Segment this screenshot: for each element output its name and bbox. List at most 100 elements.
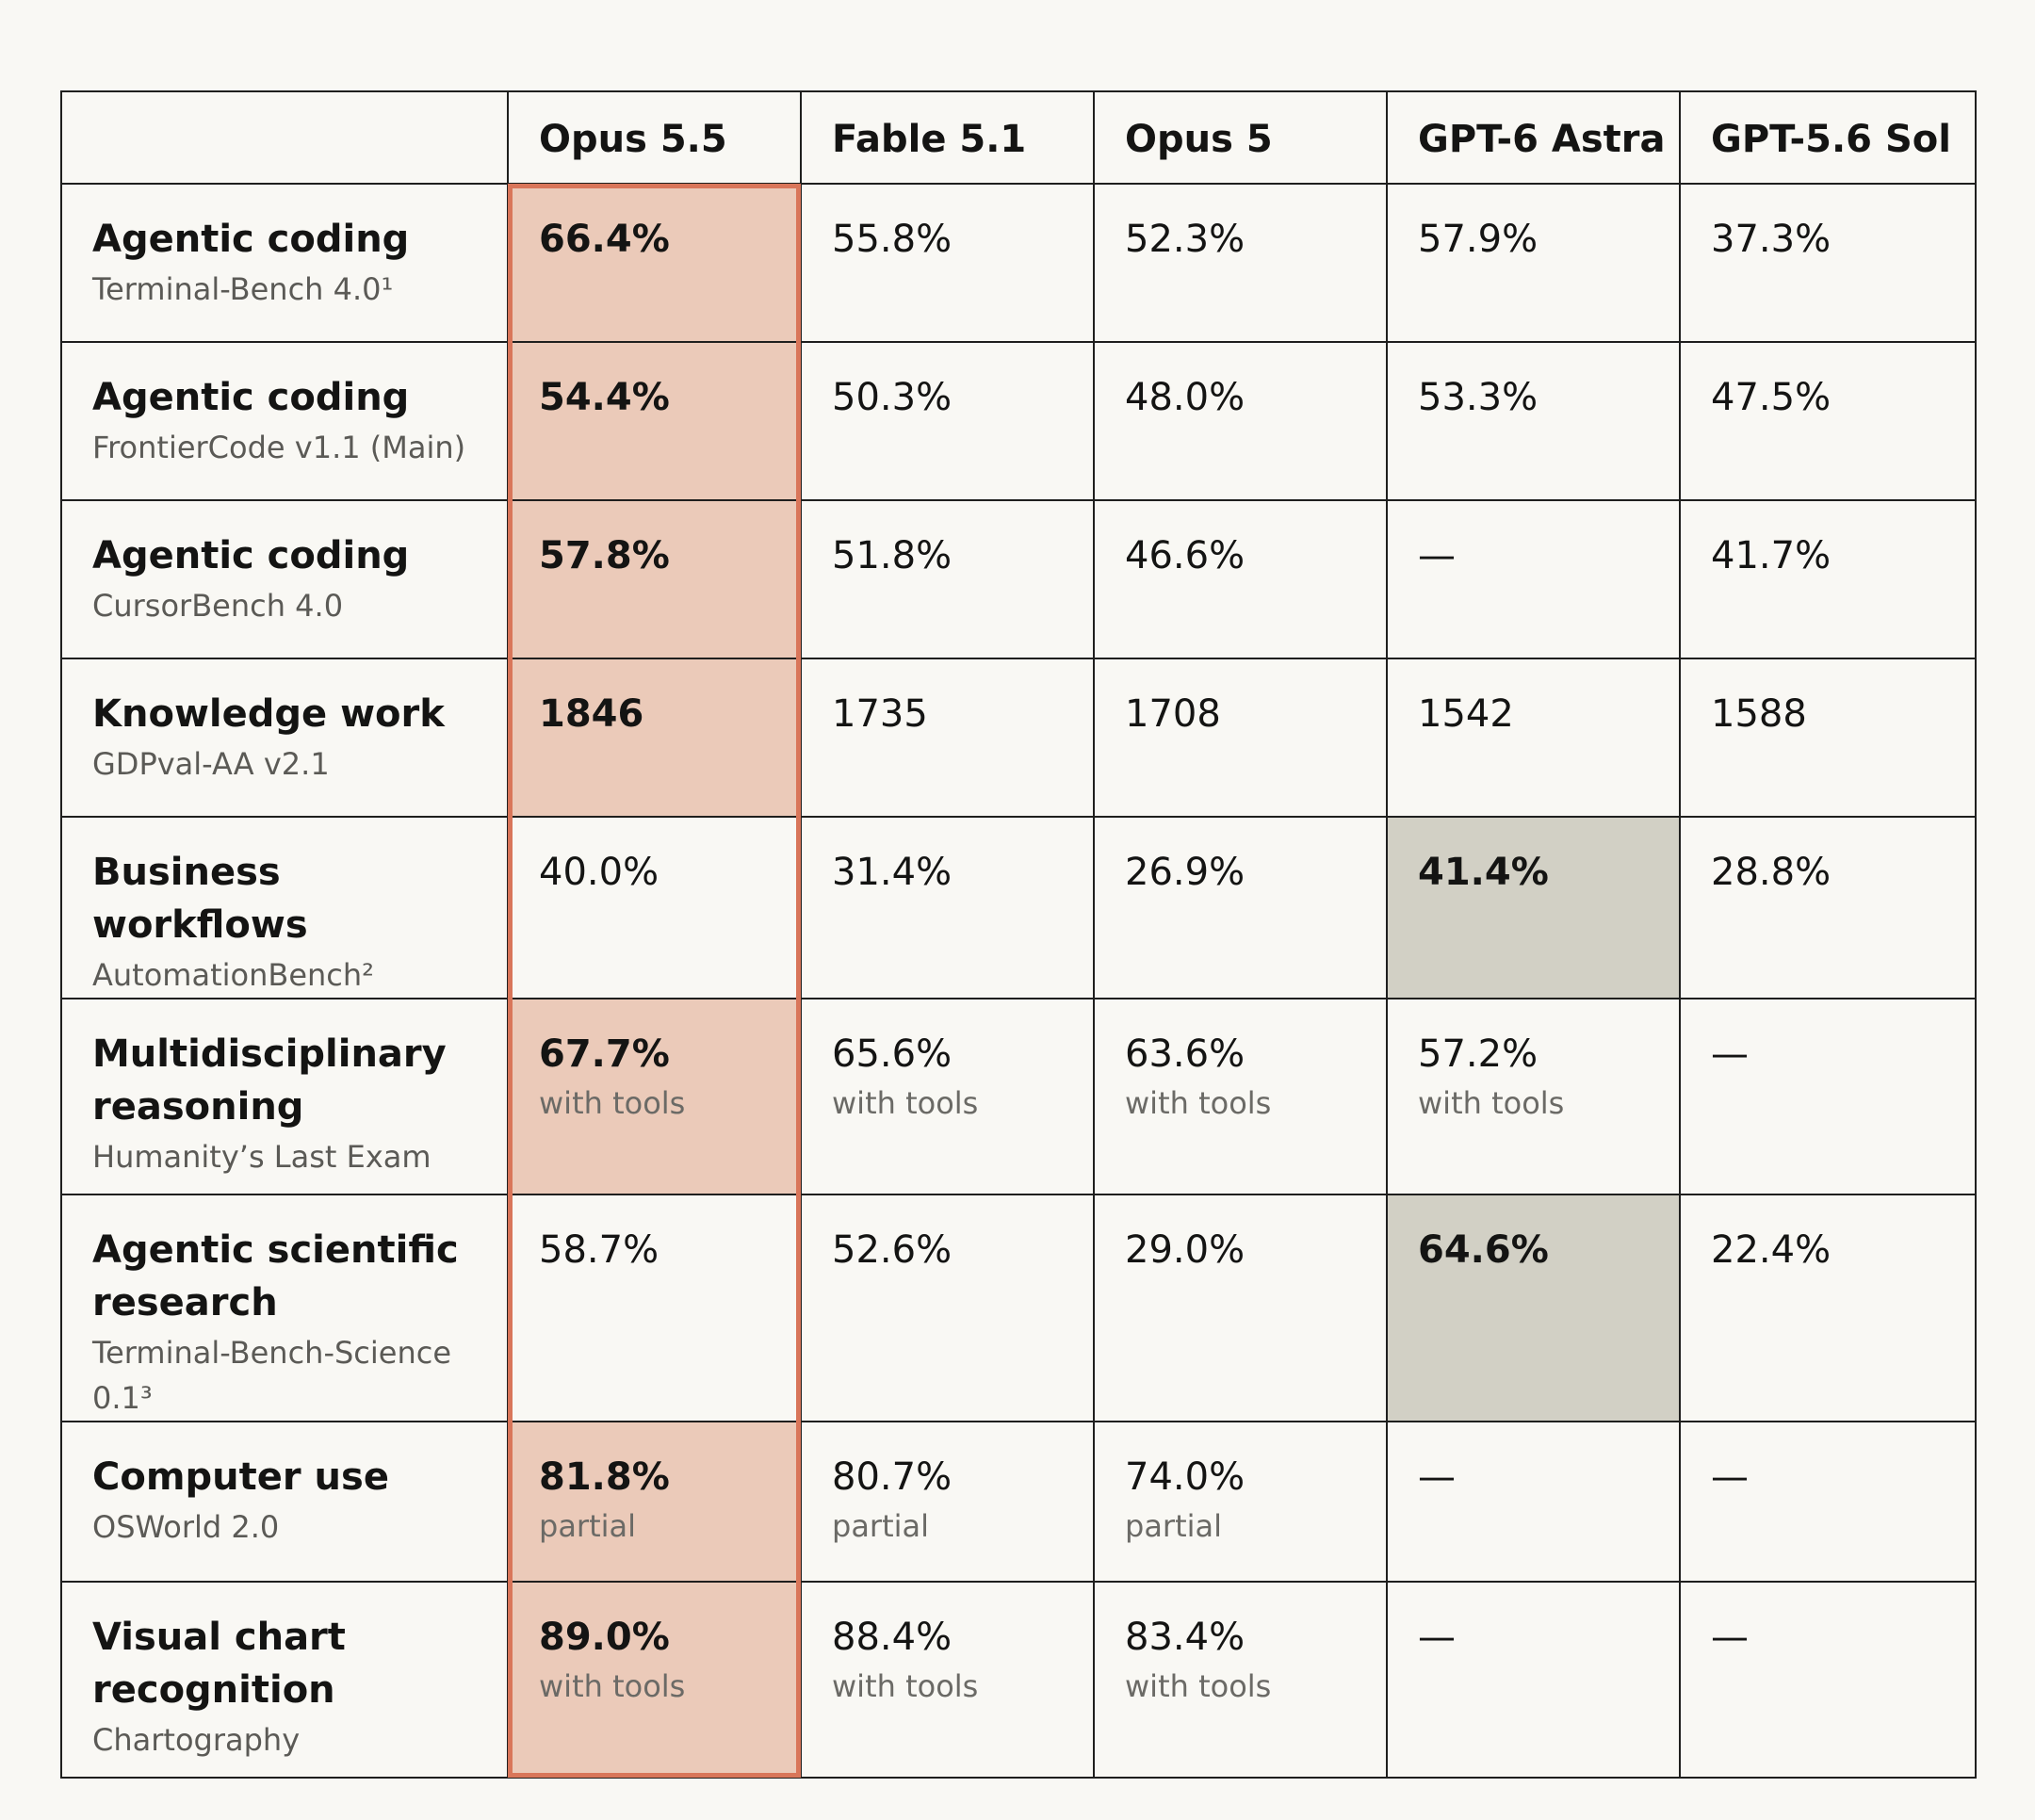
cell-value: 67.7% — [539, 1032, 670, 1076]
row-header-cell: Agentic scientific research Terminal-Benc… — [60, 1194, 509, 1422]
cell-note: with tools — [832, 1668, 979, 1704]
value-cell: 1588 — [1679, 658, 1977, 818]
value-cell: 65.6% with tools — [800, 998, 1095, 1195]
value-cell: 40.0% — [507, 816, 802, 999]
cell-value: 1708 — [1125, 692, 1221, 736]
cell-value: 83.4% — [1125, 1616, 1245, 1659]
cell-value: 48.0% — [1125, 376, 1245, 419]
value-cell: 41.4% — [1386, 816, 1681, 999]
table-body: Agentic coding Terminal-Bench 4.0¹ 66.4% 55… — [60, 183, 1977, 1779]
value-cell: 52.3% — [1093, 183, 1388, 343]
cell-note: with tools — [539, 1085, 686, 1121]
row-category: Business workflows — [92, 851, 308, 947]
cell-value: 80.7% — [832, 1455, 952, 1499]
row-benchmark: Humanity’s Last Exam — [92, 1139, 431, 1175]
row-category: Agentic scientific research — [92, 1228, 459, 1324]
cell-value: 52.6% — [832, 1228, 952, 1272]
value-cell: 47.5% — [1679, 341, 1977, 501]
row-header-cell: Agentic coding FrontierCode v1.1 (Main) — [60, 341, 509, 501]
table-row: Computer use OSWorld 2.0 81.8% partial 80.7%… — [60, 1421, 1977, 1583]
cell-value: 89.0% — [539, 1616, 670, 1659]
value-cell: 22.4% — [1679, 1194, 1977, 1422]
cell-value: 52.3% — [1125, 218, 1245, 261]
header-row: Opus 5.5 Fable 5.1 Opus 5 GPT-6 Astra GP… — [60, 90, 1977, 185]
cell-value: 28.8% — [1711, 851, 1832, 894]
value-cell: — — [1386, 1581, 1681, 1779]
cell-value: 55.8% — [832, 218, 952, 261]
cell-value: — — [1418, 1616, 1456, 1659]
row-category: Visual chart recognition — [92, 1616, 346, 1712]
value-cell: 57.8% — [507, 499, 802, 659]
row-category: Agentic coding — [92, 376, 410, 419]
row-header-cell: Knowledge work GDPval-AA v2.1 — [60, 658, 509, 818]
cell-value: 1588 — [1711, 692, 1807, 736]
cell-value: 41.4% — [1418, 851, 1549, 894]
value-cell: — — [1386, 1421, 1681, 1583]
value-cell: 29.0% — [1093, 1194, 1388, 1422]
table-row: Agentic coding Terminal-Bench 4.0¹ 66.4% 55… — [60, 183, 1977, 343]
value-cell: 1708 — [1093, 658, 1388, 818]
cell-note: with tools — [1418, 1085, 1565, 1121]
column-header-opus-5: Opus 5 — [1093, 90, 1388, 185]
row-benchmark: Terminal-Bench 4.0¹ — [92, 271, 394, 307]
cell-value: 64.6% — [1418, 1228, 1549, 1272]
row-benchmark: FrontierCode v1.1 (Main) — [92, 430, 466, 465]
value-cell: 46.6% — [1093, 499, 1388, 659]
value-cell: — — [1386, 499, 1681, 659]
value-cell: 51.8% — [800, 499, 1095, 659]
cell-value: 40.0% — [539, 851, 659, 894]
row-benchmark: Chartography — [92, 1722, 301, 1758]
value-cell: — — [1679, 1581, 1977, 1779]
cell-value: 51.8% — [832, 534, 952, 577]
value-cell: 74.0% partial — [1093, 1421, 1388, 1583]
cell-note: partial — [1125, 1508, 1223, 1544]
column-header-gpt-6-astra: GPT-6 Astra — [1386, 90, 1681, 185]
cell-value: 74.0% — [1125, 1455, 1245, 1499]
cell-value: 65.6% — [832, 1032, 952, 1076]
value-cell: 53.3% — [1386, 341, 1681, 501]
cell-note: with tools — [1125, 1668, 1272, 1704]
value-cell: 1735 — [800, 658, 1095, 818]
column-header-opus-5-5: Opus 5.5 — [507, 90, 802, 185]
row-header-cell: Business workflows AutomationBench² — [60, 816, 509, 999]
row-benchmark: AutomationBench² — [92, 957, 374, 993]
cell-value: 1846 — [539, 692, 644, 736]
row-header-cell: Visual chart recognition Chartography — [60, 1581, 509, 1779]
cell-value: 57.8% — [539, 534, 670, 577]
value-cell: 55.8% — [800, 183, 1095, 343]
value-cell: — — [1679, 998, 1977, 1195]
cell-value: 46.6% — [1125, 534, 1245, 577]
value-cell: 64.6% — [1386, 1194, 1681, 1422]
value-cell: 50.3% — [800, 341, 1095, 501]
cell-value: 31.4% — [832, 851, 952, 894]
table-row: Visual chart recognition Chartography 89.0… — [60, 1581, 1977, 1779]
cell-value: 41.7% — [1711, 534, 1832, 577]
value-cell: — — [1679, 1421, 1977, 1583]
cell-note: with tools — [1125, 1085, 1272, 1121]
cell-value: 22.4% — [1711, 1228, 1832, 1272]
row-category: Multidisciplinary reasoning — [92, 1032, 447, 1129]
value-cell: 52.6% — [800, 1194, 1095, 1422]
value-cell: 58.7% — [507, 1194, 802, 1422]
value-cell: 31.4% — [800, 816, 1095, 999]
cell-note: partial — [832, 1508, 930, 1544]
value-cell: 66.4% — [507, 183, 802, 343]
row-header-cell: Agentic coding Terminal-Bench 4.0¹ — [60, 183, 509, 343]
value-cell: 88.4% with tools — [800, 1581, 1095, 1779]
cell-value: 1542 — [1418, 692, 1514, 736]
row-category: Agentic coding — [92, 534, 410, 577]
cell-value: — — [1418, 534, 1456, 577]
cell-value: — — [1711, 1616, 1749, 1659]
value-cell: 54.4% — [507, 341, 802, 501]
table-row: Agentic coding FrontierCode v1.1 (Main) 54… — [60, 341, 1977, 501]
cell-value: — — [1418, 1455, 1456, 1499]
cell-value: — — [1711, 1032, 1749, 1076]
table-row: Agentic coding CursorBench 4.0 57.8% 51.8% 4… — [60, 499, 1977, 659]
table-row: Knowledge work GDPval-AA v2.1 1846 1735 1708… — [60, 658, 1977, 818]
value-cell: 1542 — [1386, 658, 1681, 818]
value-cell: 67.7% with tools — [507, 998, 802, 1195]
cell-value: 81.8% — [539, 1455, 670, 1499]
value-cell: 57.2% with tools — [1386, 998, 1681, 1195]
value-cell: 89.0% with tools — [507, 1581, 802, 1779]
cell-value: 54.4% — [539, 376, 670, 419]
